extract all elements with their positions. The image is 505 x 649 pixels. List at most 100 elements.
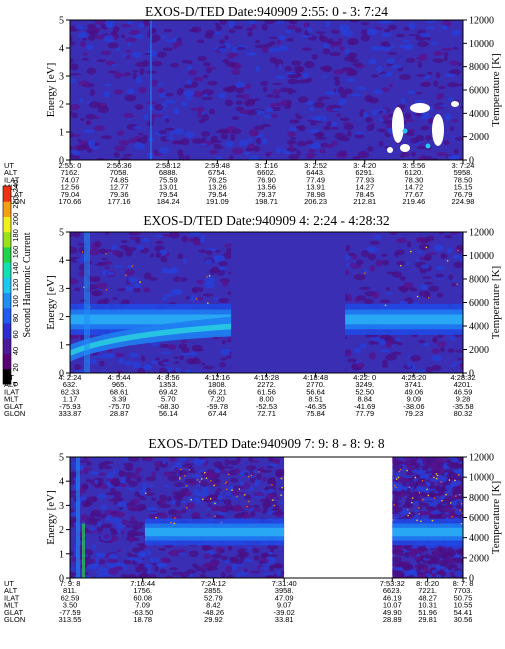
ephemeris-value: 3249. [355, 380, 374, 389]
sparse-count [185, 485, 188, 487]
ephemeris-value: 74.85 [110, 175, 129, 184]
noise-cell [213, 31, 222, 35]
noise-cell [94, 556, 100, 564]
noise-cell [86, 563, 98, 570]
noise-cell [141, 566, 148, 574]
noise-cell [80, 40, 87, 48]
sparse-count [440, 481, 442, 483]
noise-cell [276, 39, 281, 45]
noise-cell [340, 92, 347, 99]
noise-cell [176, 37, 182, 43]
ephemeris-value: 12.56 [61, 183, 80, 192]
noise-cell [143, 272, 152, 280]
noise-cell [305, 140, 314, 145]
ephemeris-row-label: GLON [4, 197, 25, 206]
noise-cell [415, 495, 422, 502]
sparse-count [363, 272, 366, 274]
noise-cell [228, 20, 235, 28]
noise-cell [226, 126, 237, 130]
noise-cell [317, 98, 323, 102]
noise-cell [371, 109, 377, 116]
noise-cell [406, 477, 415, 482]
noise-cell [409, 354, 422, 362]
noise-cell [227, 545, 233, 551]
noise-cell [430, 470, 441, 474]
ephemeris-value: 76.79 [454, 190, 473, 199]
noise-cell [110, 517, 122, 525]
noise-cell [184, 155, 191, 160]
sparse-count [144, 492, 147, 495]
noise-cell [113, 89, 123, 95]
sparse-count [393, 503, 395, 506]
noise-cell [363, 298, 374, 305]
noise-cell [108, 553, 118, 560]
noise-cell [380, 349, 390, 353]
sparse-count [400, 264, 402, 267]
noise-cell [228, 29, 236, 34]
sparse-count [427, 494, 430, 497]
noise-cell [448, 566, 453, 571]
noise-cell [458, 470, 463, 476]
sparse-count [457, 474, 460, 476]
noise-cell [400, 153, 405, 159]
noise-cell [220, 348, 232, 356]
noise-cell [432, 157, 439, 160]
ephemeris-value: -75.93 [59, 402, 80, 411]
ephemeris-value: 78.50 [454, 175, 473, 184]
noise-cell [427, 71, 433, 76]
noise-cell [121, 72, 130, 77]
noise-cell [111, 478, 116, 486]
noise-cell [210, 504, 220, 511]
ephemeris-value: 1353. [159, 380, 178, 389]
noise-cell [366, 124, 375, 132]
noise-cell [460, 294, 463, 298]
noise-cell [447, 97, 454, 101]
noise-cell [367, 97, 379, 104]
noise-cell [224, 141, 234, 148]
y2-tick-label: 4000 [469, 322, 489, 333]
noise-cell [352, 62, 363, 67]
noise-cell [190, 358, 202, 365]
noise-cell [143, 114, 149, 121]
ephemeris-value: 7703. [454, 586, 473, 595]
noise-cell [201, 131, 210, 137]
noise-cell [170, 62, 179, 68]
noise-cell [105, 232, 110, 236]
noise-cell [201, 486, 209, 494]
y2-tick-label: 2000 [469, 553, 489, 564]
noise-cell [81, 143, 90, 149]
noise-cell [118, 139, 130, 146]
noise-cell [385, 292, 394, 295]
noise-cell [425, 26, 436, 30]
noise-cell [144, 52, 152, 56]
ephemeris-value: 7: 9: 8 [60, 579, 81, 588]
ephemeris-row-label: ILAT [4, 387, 20, 396]
noise-cell [227, 574, 234, 578]
noise-cell [308, 148, 316, 153]
noise-cell [369, 264, 376, 272]
sparse-count [244, 494, 246, 496]
noise-cell [136, 477, 142, 483]
noise-cell [343, 349, 351, 353]
noise-cell [416, 486, 424, 490]
noise-cell [70, 103, 80, 111]
saturation-patch [392, 107, 404, 143]
noise-cell [239, 139, 249, 147]
noise-cell [424, 256, 432, 261]
noise-cell [136, 137, 148, 144]
noise-cell [120, 157, 131, 160]
noise-cell [405, 43, 414, 50]
noise-cell [422, 496, 435, 501]
noise-cell [360, 29, 369, 36]
noise-cell [315, 136, 327, 140]
noise-cell [118, 506, 124, 511]
noise-cell [395, 337, 401, 342]
noise-cell [333, 69, 345, 75]
noise-cell [296, 150, 301, 157]
noise-cell [181, 59, 190, 64]
noise-cell [372, 291, 380, 299]
noise-cell [395, 471, 401, 479]
noise-cell [244, 148, 254, 152]
ephemeris-value: 14.27 [355, 183, 374, 192]
ephemeris-value: 77.79 [355, 409, 374, 418]
